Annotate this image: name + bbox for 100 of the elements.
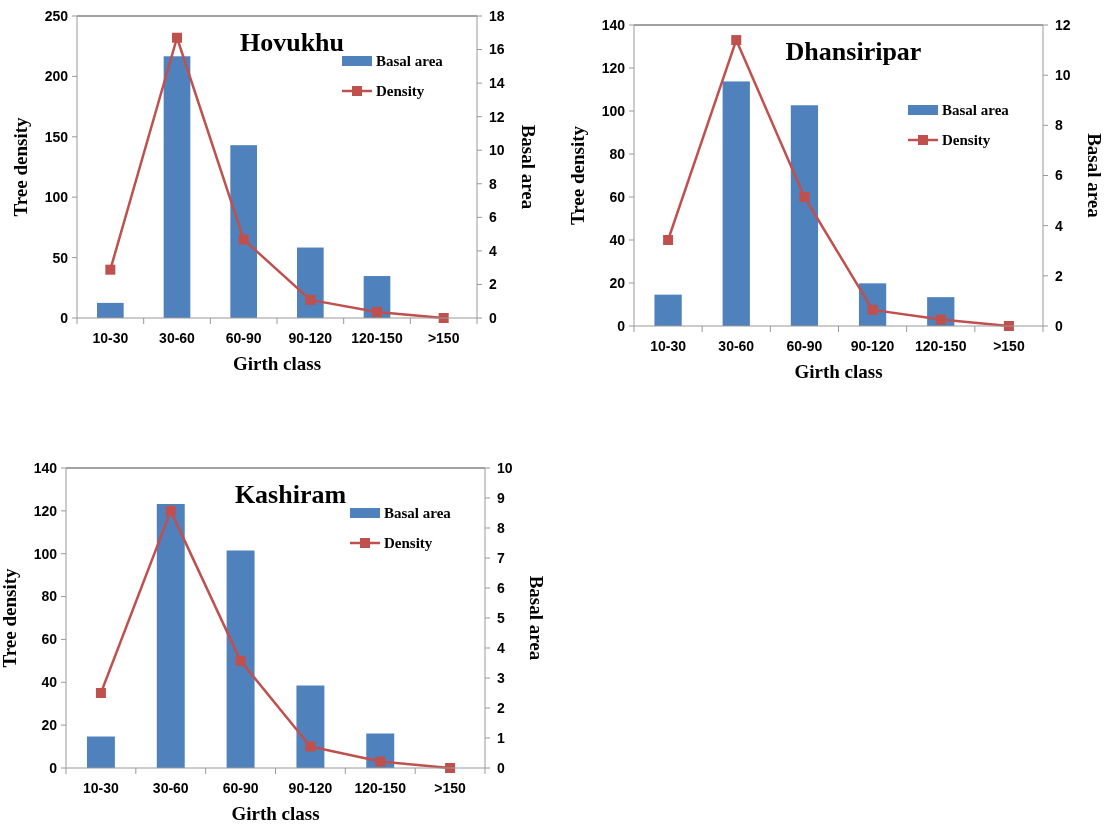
y2-tick-label: 10 — [497, 459, 513, 476]
y-tick-label: 200 — [44, 68, 69, 85]
y2-axis-title: Basal area — [526, 575, 547, 661]
bar — [297, 247, 324, 318]
text: Hovukhu — [239, 28, 345, 57]
point — [372, 306, 382, 317]
y-tick-label: 20 — [609, 274, 626, 291]
y2-tick-label: 8 — [489, 175, 497, 192]
y-tick-label: 250 — [44, 7, 69, 24]
y-tick-label: 40 — [41, 674, 58, 691]
y2-tick-label: 12 — [489, 108, 505, 125]
y-tick-label: 40 — [609, 231, 626, 248]
y-tick-label: 80 — [609, 145, 626, 162]
x-tick-label: 30-60 — [152, 780, 189, 796]
x-tick-label: 120-150 — [351, 330, 403, 346]
text: Dhansiripar — [785, 37, 922, 66]
y2-tick-label: 0 — [489, 309, 497, 326]
y-tick-label: 20 — [41, 717, 58, 734]
y2-tick-label: 6 — [489, 209, 497, 226]
x-tick-label: 90-120 — [850, 338, 895, 354]
x-tick-label: 30-60 — [159, 330, 196, 346]
y2-tick-label: 8 — [497, 519, 505, 536]
bar — [296, 685, 325, 768]
point — [172, 32, 182, 43]
y2-tick-label: 16 — [489, 41, 505, 58]
y-tick-label: 60 — [609, 188, 626, 205]
x-tick-label: 10-30 — [83, 780, 120, 796]
y-tick-label: 120 — [601, 59, 626, 76]
bar — [163, 56, 191, 318]
y2-tick-label: 0 — [497, 759, 505, 776]
x-tick-label: >150 — [434, 780, 467, 796]
y-tick-label: 140 — [601, 16, 626, 33]
point — [235, 655, 246, 666]
legend-label: Basal area — [942, 102, 1010, 119]
y-tick-label: 0 — [49, 759, 58, 776]
point — [305, 294, 316, 305]
x-tick-label: 60-90 — [786, 338, 823, 354]
x-axis-title: Girth class — [232, 353, 322, 374]
point — [238, 234, 249, 245]
bar — [156, 504, 185, 768]
y2-tick-label: 4 — [1055, 217, 1063, 234]
y2-tick-label: 2 — [1055, 267, 1063, 284]
text: Kashiram — [234, 480, 347, 509]
y-tick-label: 140 — [33, 459, 58, 476]
y2-axis-title: Basal area — [1084, 133, 1105, 219]
y-tick-label: 80 — [41, 588, 58, 605]
point — [305, 741, 316, 752]
x-tick-label: 60-90 — [222, 780, 259, 796]
y-tick-label: 100 — [44, 189, 69, 206]
point — [663, 235, 674, 245]
x-tick-label: 120-150 — [354, 780, 407, 796]
y2-tick-label: 5 — [497, 609, 505, 626]
x-tick-label: 10-30 — [650, 338, 687, 354]
y-tick-label: 150 — [44, 128, 69, 145]
bar — [230, 145, 257, 318]
y-tick-label: 100 — [33, 545, 58, 562]
x-tick-label: 120-150 — [915, 338, 967, 354]
x-tick-label: >150 — [427, 330, 460, 346]
bar — [97, 302, 124, 318]
x-tick-label: 90-120 — [288, 780, 333, 796]
x-tick-label: 60-90 — [225, 330, 262, 346]
point — [375, 756, 386, 767]
x-tick-label: 30-60 — [718, 338, 755, 354]
y2-tick-label: 9 — [497, 489, 505, 506]
y-tick-label: 0 — [60, 309, 69, 326]
y-tick-label: 60 — [41, 631, 58, 648]
y-tick-label: 100 — [601, 102, 626, 119]
y2-tick-label: 10 — [1055, 67, 1071, 84]
x-axis-title: Girth class — [794, 361, 883, 382]
point — [731, 35, 742, 46]
y2-tick-label: 7 — [497, 549, 505, 566]
y2-tick-label: 2 — [489, 276, 497, 293]
x-tick-label: 10-30 — [92, 330, 129, 346]
legend-label: Basal area — [376, 53, 444, 70]
legend-label: Density — [384, 535, 433, 552]
y2-tick-label: 0 — [1055, 317, 1063, 334]
legend-label: Basal area — [384, 505, 452, 522]
legend-label: Density — [942, 132, 991, 149]
y-axis-title: Tree density — [567, 125, 588, 226]
y2-tick-label: 18 — [489, 7, 505, 24]
y2-axis-title: Basal area — [518, 124, 539, 210]
y-axis-title: Tree density — [10, 116, 31, 217]
y-tick-label: 50 — [52, 249, 69, 266]
bar — [226, 550, 255, 768]
legend-label: Density — [376, 83, 425, 100]
bar — [790, 105, 819, 326]
y2-tick-label: 8 — [1055, 117, 1063, 134]
y2-tick-label: 10 — [489, 142, 505, 159]
point — [105, 264, 116, 275]
y2-tick-label: 2 — [497, 699, 505, 716]
bar — [722, 81, 750, 326]
y2-tick-label: 12 — [1055, 16, 1071, 33]
y2-tick-label: 4 — [497, 639, 505, 656]
y2-tick-label: 14 — [489, 75, 505, 92]
point — [95, 688, 106, 698]
bar — [654, 294, 682, 326]
y2-tick-label: 4 — [489, 242, 497, 259]
y-tick-label: 120 — [33, 502, 58, 519]
bar — [86, 736, 115, 768]
x-axis-title: Girth class — [231, 803, 320, 824]
